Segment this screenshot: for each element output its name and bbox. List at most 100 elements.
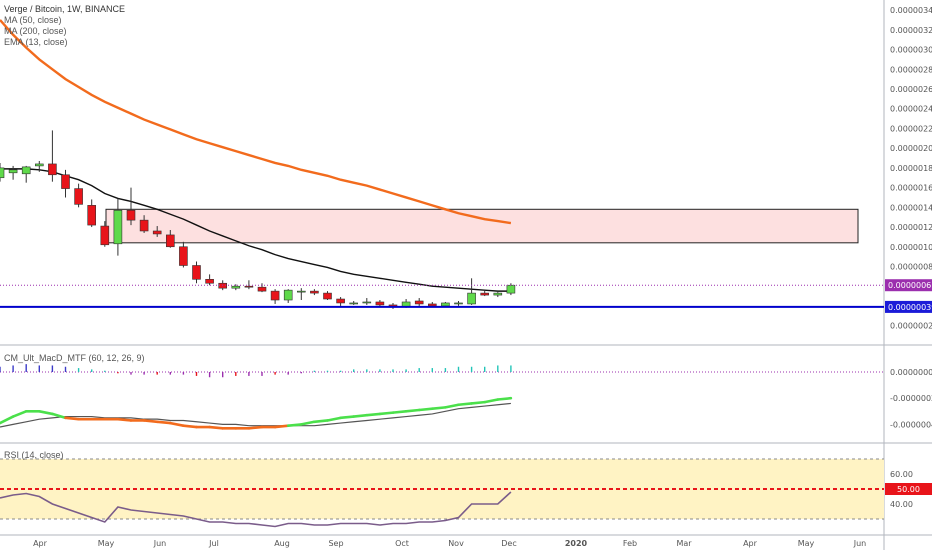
candle-body [61,174,70,189]
time-axis-tick: Nov [448,539,464,548]
time-axis-tick: Jun [153,539,167,548]
macd-line-segment [457,402,473,407]
ema13-legend[interactable]: EMA (13, close) [4,37,68,47]
ma50-line [0,19,512,225]
time-axis-tick: Dec [501,539,516,548]
rsi-last-label: 50.00 [897,485,920,494]
macd-line-segment [142,419,159,424]
macd-line-segment [417,407,434,412]
ma200-legend[interactable]: MA (200, close) [4,26,67,36]
candle-body [480,292,490,296]
candle-body [244,285,254,288]
candle-body [192,265,201,280]
time-axis-tick: 2020 [565,539,588,548]
macd-line-segment [326,416,342,422]
rsi-pane-label[interactable]: RSI (14, close) [4,450,64,460]
macd-line-segment [286,423,303,428]
last-price-tag [885,279,932,292]
rsi-axis-tick: 40.00 [890,500,913,509]
time-axis-tick: Apr [33,539,48,548]
time-axis-tick: Feb [623,539,637,548]
candle-body [506,284,516,294]
candle-body [139,219,149,232]
symbol-title: Verge / Bitcoin, 1W, BINANCE [4,4,126,14]
candle-body [336,298,345,304]
candle-body [323,292,332,300]
macd-line-segment [182,424,198,429]
ema13-line [0,168,511,292]
candle-body [126,209,136,221]
candle-body [467,292,476,305]
candle-body [152,230,162,235]
candle-body [454,302,463,305]
time-axis-tick: Apr [743,539,758,548]
time-axis-tick: Mar [676,539,692,548]
candle-body [441,302,450,307]
candle-body [270,290,280,301]
last-price-label: 0.00000061 [888,281,932,290]
ma50-legend[interactable]: MA (50, close) [4,15,62,25]
macd-axis-tick: -0.00000040 [890,420,932,429]
macd-line-segment [155,420,172,425]
time-axis-tick: May [798,539,815,548]
macd-line-segment [64,416,80,421]
candle-body [48,163,57,176]
macd-line-segment [0,415,15,425]
chart-legend: Verge / Bitcoin, 1W, BINANCE MA (50, clo… [4,4,125,48]
candle-body [257,286,267,292]
macd-line-segment [116,417,133,422]
macd-line-segment [273,424,290,429]
candle-body [283,289,293,301]
macd-axis-tick: 0.00000000 [890,368,932,377]
macd-line-segment [169,421,185,428]
candle-body [34,163,44,167]
macd-line-segment [352,413,369,418]
macd-line-segment [51,412,67,420]
macd-line-segment [365,412,382,417]
candle-body [205,278,214,284]
time-axis-tick: Jun [853,539,867,548]
macd-line-segment [247,425,264,430]
macd-line-segment [391,409,408,414]
candle-body [231,285,241,289]
macd-line-segment [444,403,460,409]
candle-body [414,300,424,305]
candle-body [166,234,175,248]
candle-body [8,169,18,174]
macd-line-segment [299,420,316,426]
macd-pane-label[interactable]: CM_Ult_MacD_MTF (60, 12, 26, 9) [4,353,145,363]
candle-body [375,301,385,306]
candle-body [362,301,372,304]
candle-body [100,225,110,246]
candle-body [427,303,437,307]
rsi-axis-tick: 60.00 [890,470,913,479]
candle-body [0,167,5,179]
time-axis-tick: Aug [274,539,290,548]
macd-line-segment [470,400,487,405]
macd-line-segment [496,396,513,401]
time-axis-tick: Jul [208,539,219,548]
candle-body [349,302,359,305]
candle-body [21,166,31,175]
support-label: 0.00000039 [888,303,932,312]
candle-body [310,290,319,294]
macd-line-segment [37,409,54,416]
macd-line-segment [339,415,356,420]
rsi-line [0,491,512,528]
macd-line-segment [483,398,500,404]
macd-line-segment [378,411,395,416]
